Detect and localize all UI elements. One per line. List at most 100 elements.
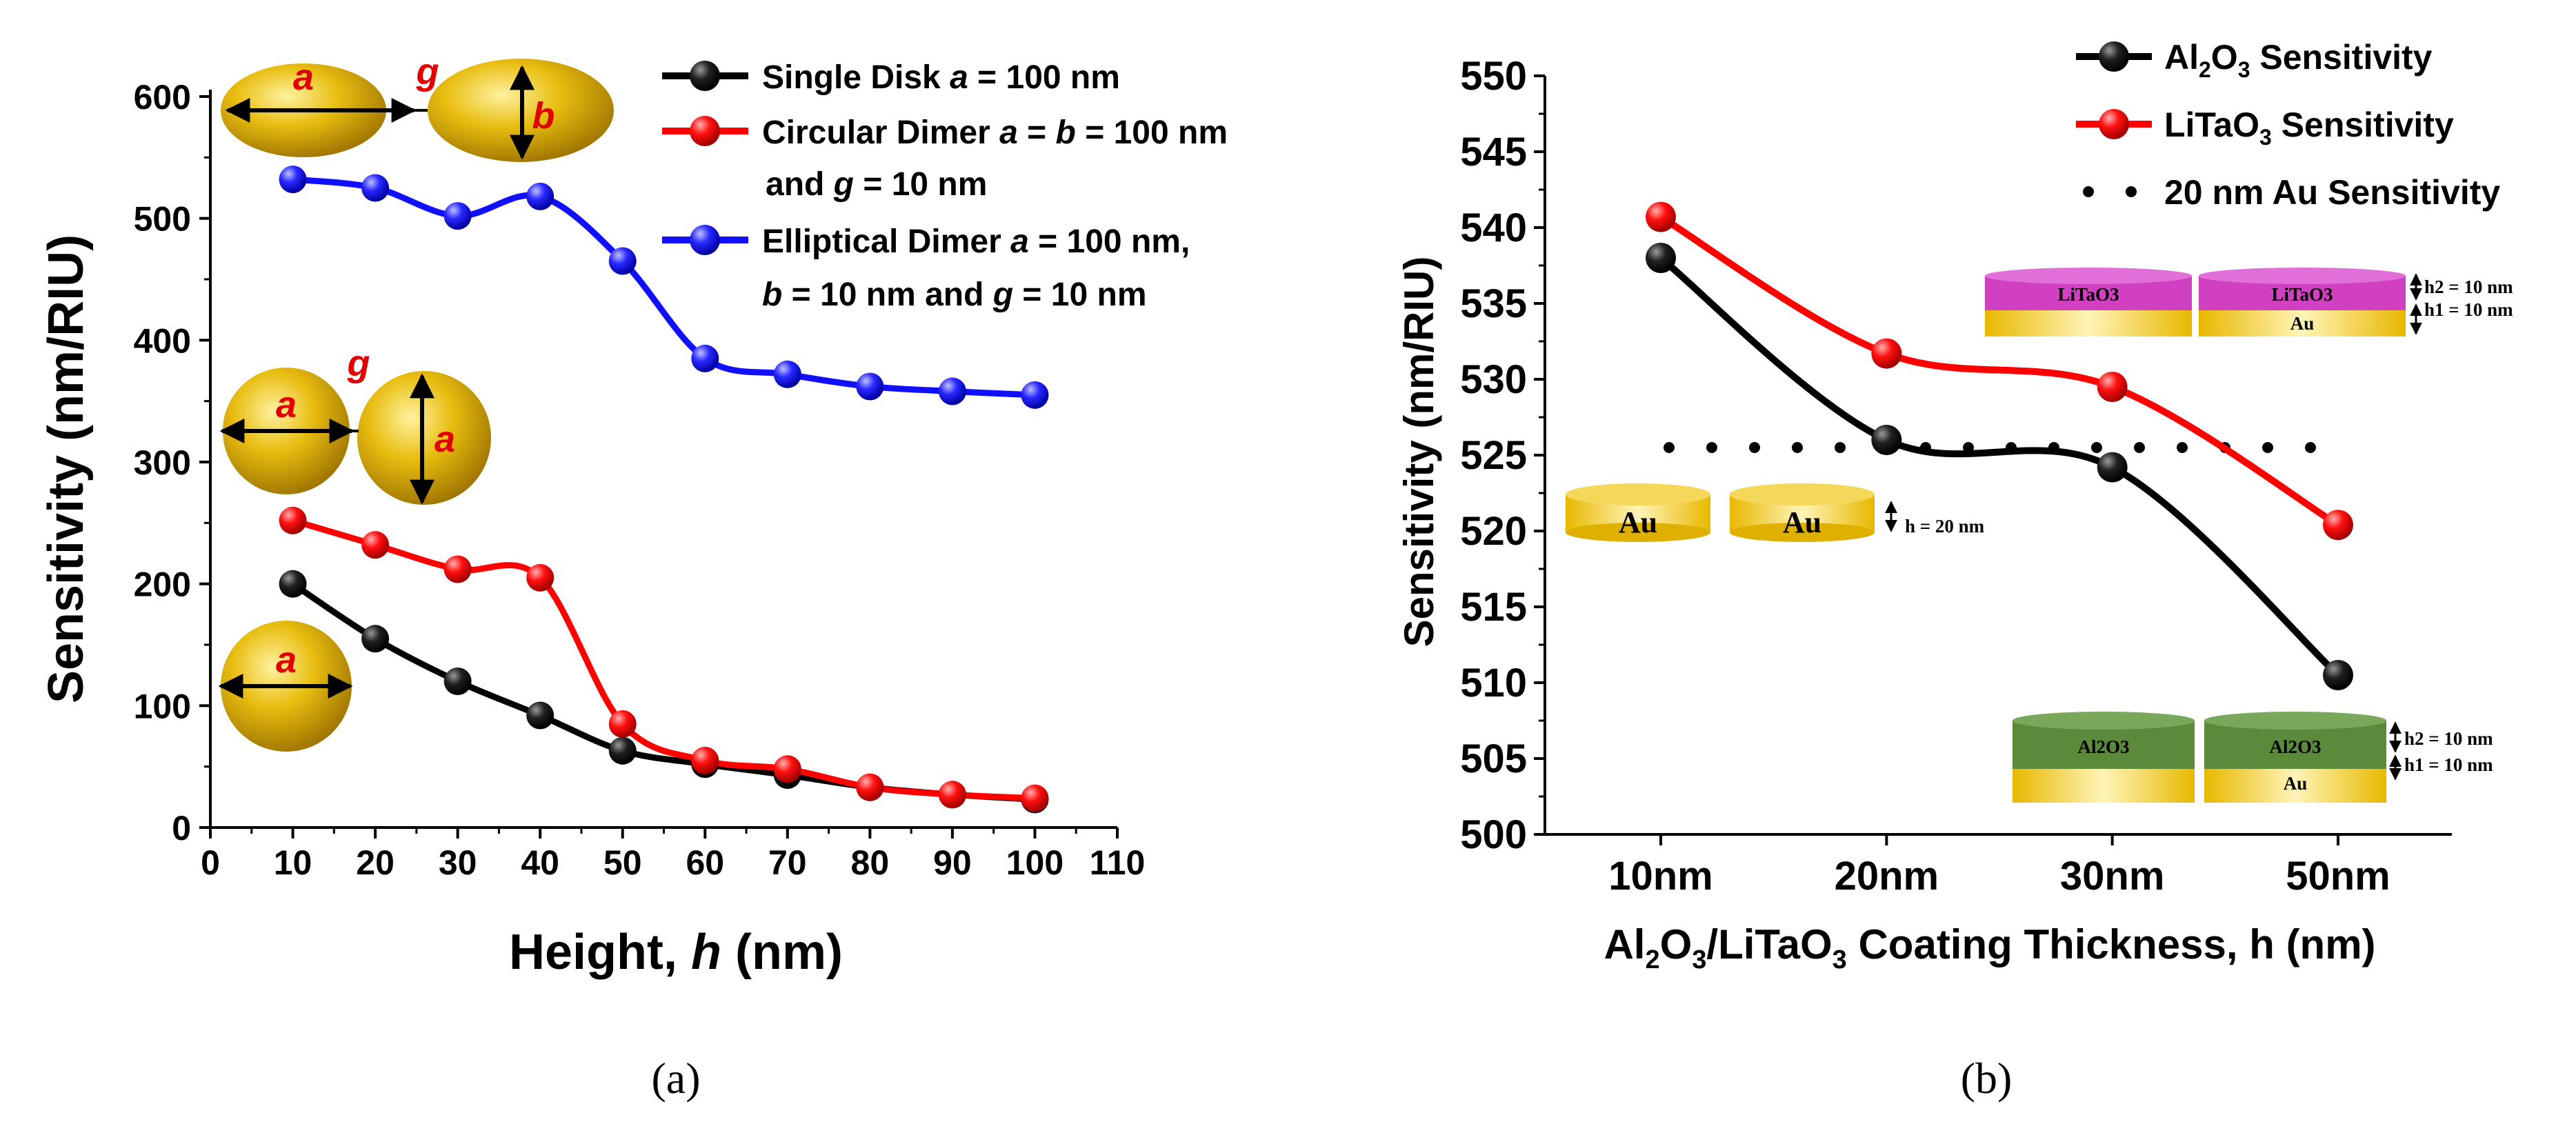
chart-b-series-line-0 xyxy=(1658,255,2341,678)
chart-b-ref-dot xyxy=(1706,442,1717,453)
al2o3-stack-1: Al2O3 xyxy=(2013,712,2195,803)
chart-a-x-tick-label: 50 xyxy=(603,843,642,882)
al2o3-stack-2: Al2O3 Au xyxy=(2204,712,2386,803)
chart-a-x-tick-label: 110 xyxy=(1090,843,1146,882)
chart-a-legend: Single Disk a = 100 nm Circular Dimer a … xyxy=(662,59,1228,313)
chart-b-point-s1-0 xyxy=(1646,201,1676,232)
chart-a-xlabel: Height, h (nm) xyxy=(509,925,843,980)
chart-a-point-s2-0 xyxy=(279,166,307,194)
chart-a-y-tick-label: 100 xyxy=(134,687,191,725)
chart-a-point-s2-7 xyxy=(856,372,884,401)
chart-a-point-s1-8 xyxy=(938,781,966,809)
chart-a-point-s2-9 xyxy=(1021,381,1049,409)
chart-b-series xyxy=(1646,201,2353,690)
chart-a-axes xyxy=(199,90,1119,839)
chart-b-point-s1-1 xyxy=(1871,338,1902,369)
chart-b-ref-dot xyxy=(1664,442,1675,453)
chart-b-y-tick-label: 535 xyxy=(1460,281,1527,326)
chart-b-ref-dot xyxy=(1792,442,1803,453)
chart-a-y-tick-label: 400 xyxy=(134,321,191,360)
chart-b-y-tick-label: 540 xyxy=(1460,205,1527,250)
legend-a-black-label: Single Disk a = 100 nm xyxy=(762,59,1120,96)
al2o3-dim-h2: h2 = 10 nm xyxy=(2404,728,2493,749)
al2o3-dim-h1: h1 = 10 nm xyxy=(2404,754,2493,775)
litao-stack-1: LiTaO3 xyxy=(1985,268,2192,337)
legend-a-red-label: Circular Dimer a = b = 100 nm xyxy=(762,114,1228,151)
chart-a-point-s0-2 xyxy=(443,668,472,695)
au-disk-2: Au xyxy=(1730,483,1875,542)
chart-b-series-line-1 xyxy=(1659,214,2340,528)
label-b: b xyxy=(532,95,555,137)
au-disk-1: Au xyxy=(1566,483,1710,542)
chart-a-tick-labels: 0 10 20 30 40 50 60 70 80 90 100 110 0 100 200 300 400 50… xyxy=(134,78,1146,882)
inset-au-disks: Au Au h = 20 nm xyxy=(1566,483,1985,542)
legend-a-blue-label-line2: b = 10 nm and g = 10 nm xyxy=(762,277,1147,313)
litao-dim-h1: h1 = 10 nm xyxy=(2424,299,2513,320)
chart-a-series xyxy=(279,166,1049,814)
chart-a-point-s0-3 xyxy=(526,701,555,730)
legend-b-dot-2 xyxy=(2126,186,2137,197)
chart-a-point-s2-5 xyxy=(691,344,719,372)
litao-top-1: LiTaO3 xyxy=(2057,284,2119,305)
chart-a-point-s1-2 xyxy=(443,555,472,583)
chart-b-point-s0-3 xyxy=(2323,660,2353,690)
chart-a-point-s2-8 xyxy=(938,377,966,405)
au-dim-label: h = 20 nm xyxy=(1905,516,1985,537)
chart-a-x-tick-label: 80 xyxy=(851,843,890,882)
chart-b-ref-dot xyxy=(2134,442,2145,453)
chart-a-point-s2-6 xyxy=(773,360,801,388)
chart-b-x-tick-label: 30nm xyxy=(2060,854,2165,899)
chart-a-point-s1-1 xyxy=(361,531,390,559)
inset-single-disk: a xyxy=(218,621,353,752)
au-disk-1-label: Au xyxy=(1619,505,1657,539)
legend-b-dot-1 xyxy=(2083,186,2094,197)
au-disk-2-label: Au xyxy=(1783,505,1821,539)
litao-dim-h2: h2 = 10 nm xyxy=(2424,277,2513,297)
chart-a-point-s0-1 xyxy=(361,625,390,653)
chart-a-point-s1-0 xyxy=(279,506,307,534)
chart-b-ref-dot xyxy=(2177,442,2188,453)
legend-b-red-marker xyxy=(2099,109,2129,139)
legend-b-black-marker xyxy=(2099,41,2129,72)
chart-b-point-s0-1 xyxy=(1871,425,1902,455)
chart-a-y-tick-label: 500 xyxy=(134,200,191,239)
chart-b-legend: Al2O3 Sensitivity LiTaO3 Sensitivity 20 … xyxy=(2076,38,2500,212)
chart-b-ylabel: Sensitivity (nm/RIU) xyxy=(1396,257,1442,648)
chart-b-y-tick-label: 525 xyxy=(1460,433,1527,478)
chart-b-point-s1-2 xyxy=(2097,372,2128,402)
chart-b-y-tick-label: 550 xyxy=(1460,54,1527,99)
chart-a-point-s1-5 xyxy=(691,746,719,774)
chart-b-y-tick-label: 505 xyxy=(1460,736,1527,781)
chart-a-x-tick-label: 90 xyxy=(933,843,972,882)
chart-a: 0 10 20 30 40 50 60 70 80 90 100 110 0 100 200 300 400 50… xyxy=(39,51,1228,1103)
chart-a-y-tick-label: 300 xyxy=(134,443,191,482)
al2o3-bottom: Au xyxy=(2284,773,2308,794)
panel-label-a: (a) xyxy=(651,1054,700,1103)
chart-a-point-s1-6 xyxy=(773,755,801,783)
chart-b-point-s0-0 xyxy=(1646,243,1676,273)
litao-top-2: LiTaO3 xyxy=(2271,284,2333,305)
chart-a-y-tick-label: 0 xyxy=(172,809,191,848)
chart-b-point-s1-3 xyxy=(2323,510,2353,541)
chart-b-ref-dot xyxy=(1835,442,1846,453)
chart-a-series-line-2 xyxy=(292,176,1035,399)
chart-b-ref-dot xyxy=(2262,442,2273,453)
chart-a-point-s1-4 xyxy=(608,710,637,738)
chart-a-x-tick-label: 60 xyxy=(686,843,724,882)
chart-b-xlabel: Al2O3/LiTaO3 Coating Thickness, h (nm) xyxy=(1604,921,2375,974)
chart-a-point-s1-7 xyxy=(856,773,884,801)
legend-a-blue-marker xyxy=(690,225,720,255)
chart-a-point-s2-4 xyxy=(608,247,637,275)
inset-litao-stack: LiTaO3 LiTaO3 Au h2 = 10 nm h1 = 10 nm xyxy=(1985,268,2513,337)
al2o3-top-1: Al2O3 xyxy=(2077,736,2129,757)
chart-a-y-tick-label: 200 xyxy=(134,565,191,604)
label-a-4: a xyxy=(276,639,297,681)
panel-label-b: (b) xyxy=(1961,1054,2013,1103)
chart-b-point-s0-2 xyxy=(2097,452,2128,483)
legend-a-black-marker xyxy=(690,61,720,91)
legend-a-red-label-line2: and g = 10 nm xyxy=(766,166,987,203)
label-g-2: g xyxy=(347,343,370,384)
legend-b-black-label: Al2O3 Sensitivity xyxy=(2164,38,2433,82)
legend-b-dotted-label: 20 nm Au Sensitivity xyxy=(2164,173,2500,212)
chart-a-y-tick-label: 600 xyxy=(134,78,191,117)
